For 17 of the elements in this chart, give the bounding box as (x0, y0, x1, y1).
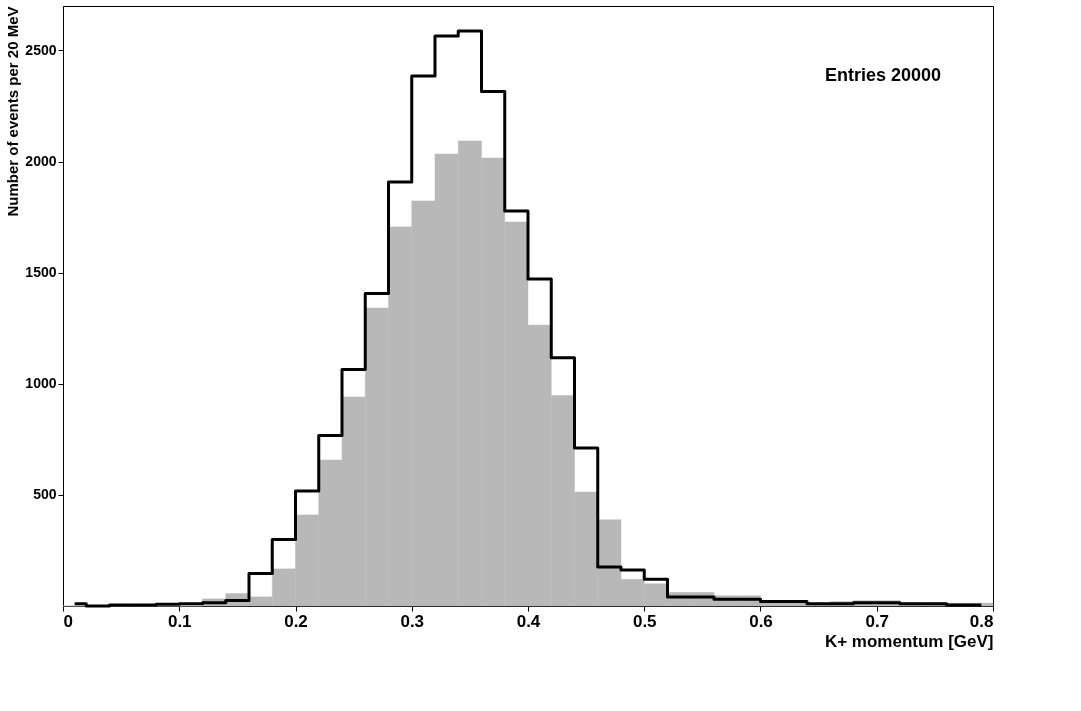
x-tick-label: 0.5 (632, 611, 657, 631)
x-axis-title: K+ momentum [GeV] (824, 631, 994, 651)
x-tick-label: 0.3 (400, 611, 425, 631)
x-tick-label: 0.7 (865, 611, 890, 631)
y-tick-label: 1000 (25, 375, 57, 392)
y-axis-title: Number of events per 20 MeV (4, 6, 22, 217)
x-tick-label: 0.4 (516, 611, 541, 631)
annotation: Entries 20000 (824, 65, 942, 85)
x-tick-label: 0.2 (284, 611, 308, 631)
y-tick-label: 1500 (25, 264, 57, 281)
x-tick-label: 0.6 (749, 611, 773, 631)
x-tick-label: 0.1 (167, 611, 192, 631)
y-tick-label: 2000 (25, 153, 57, 170)
y-tick-label: 2500 (25, 41, 57, 58)
x-tick-label: 0 (63, 611, 73, 631)
x-tick-label: 0.8 (969, 611, 994, 631)
y-tick-label: 500 (33, 486, 57, 503)
